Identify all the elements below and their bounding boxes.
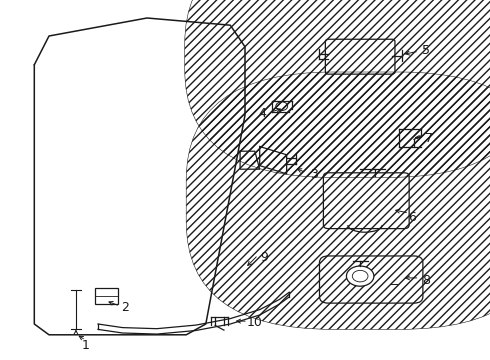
Circle shape [276,102,288,111]
Bar [95,288,118,304]
Text: 5: 5 [422,44,430,57]
Text: 3: 3 [310,168,318,181]
Text: 6: 6 [408,211,416,224]
Text: 7: 7 [425,132,433,145]
Circle shape [346,266,374,286]
Circle shape [352,270,368,282]
FancyBboxPatch shape [323,173,409,229]
Text: 8: 8 [422,274,430,287]
FancyBboxPatch shape [319,256,423,303]
Text: 2: 2 [121,301,129,314]
Text: 4: 4 [258,107,266,120]
Text: 10: 10 [247,316,263,329]
Text: 9: 9 [261,251,269,264]
Text: 1: 1 [82,339,90,352]
FancyBboxPatch shape [325,39,395,74]
